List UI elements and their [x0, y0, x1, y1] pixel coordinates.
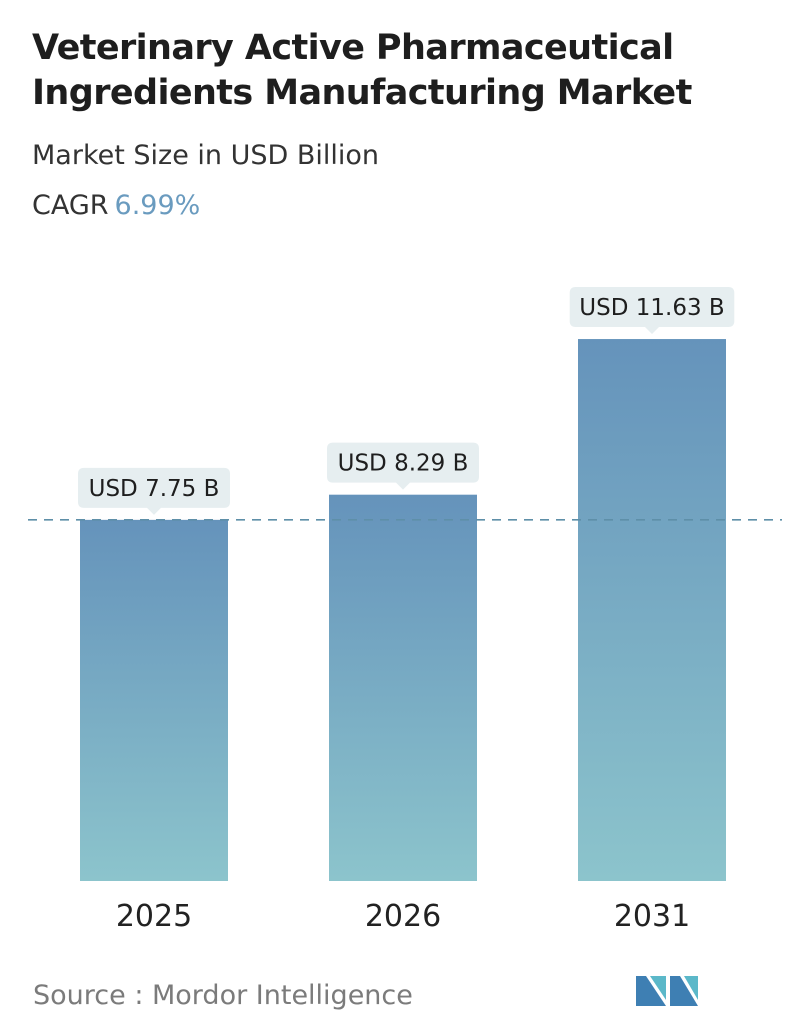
cagr-line: CAGR 6.99%: [32, 190, 200, 221]
cagr-value: 6.99%: [114, 190, 201, 221]
x-tick-label-2026: 2026: [365, 899, 441, 934]
chart-title: Veterinary Active Pharmaceutical Ingredi…: [32, 28, 692, 113]
data-label-text-2025: USD 7.75 B: [89, 476, 220, 502]
bar-2031: [578, 339, 726, 881]
data-label-2031: USD 11.63 B: [569, 287, 735, 335]
bar-2025: [80, 519, 228, 881]
chart-subtitle: Market Size in USD Billion: [32, 140, 380, 171]
data-label-2026: USD 8.29 B: [327, 442, 479, 490]
x-tick-label-2031: 2031: [614, 899, 690, 934]
data-label-text-2026: USD 8.29 B: [338, 451, 469, 477]
data-label-text-2031: USD 11.63 B: [579, 295, 724, 321]
bar-2026: [329, 494, 477, 881]
bar-chart: USD 7.75 B 2025 USD 8.29 B 2026 USD 11.63 B 2…: [28, 287, 782, 934]
source-credit: Source : Mordor Intelligence: [33, 980, 413, 1011]
x-tick-label-2025: 2025: [116, 899, 192, 934]
mordor-intelligence-logo: [636, 976, 698, 1006]
cagr-label: CAGR: [32, 190, 109, 221]
data-label-2025: USD 7.75 B: [78, 467, 230, 515]
